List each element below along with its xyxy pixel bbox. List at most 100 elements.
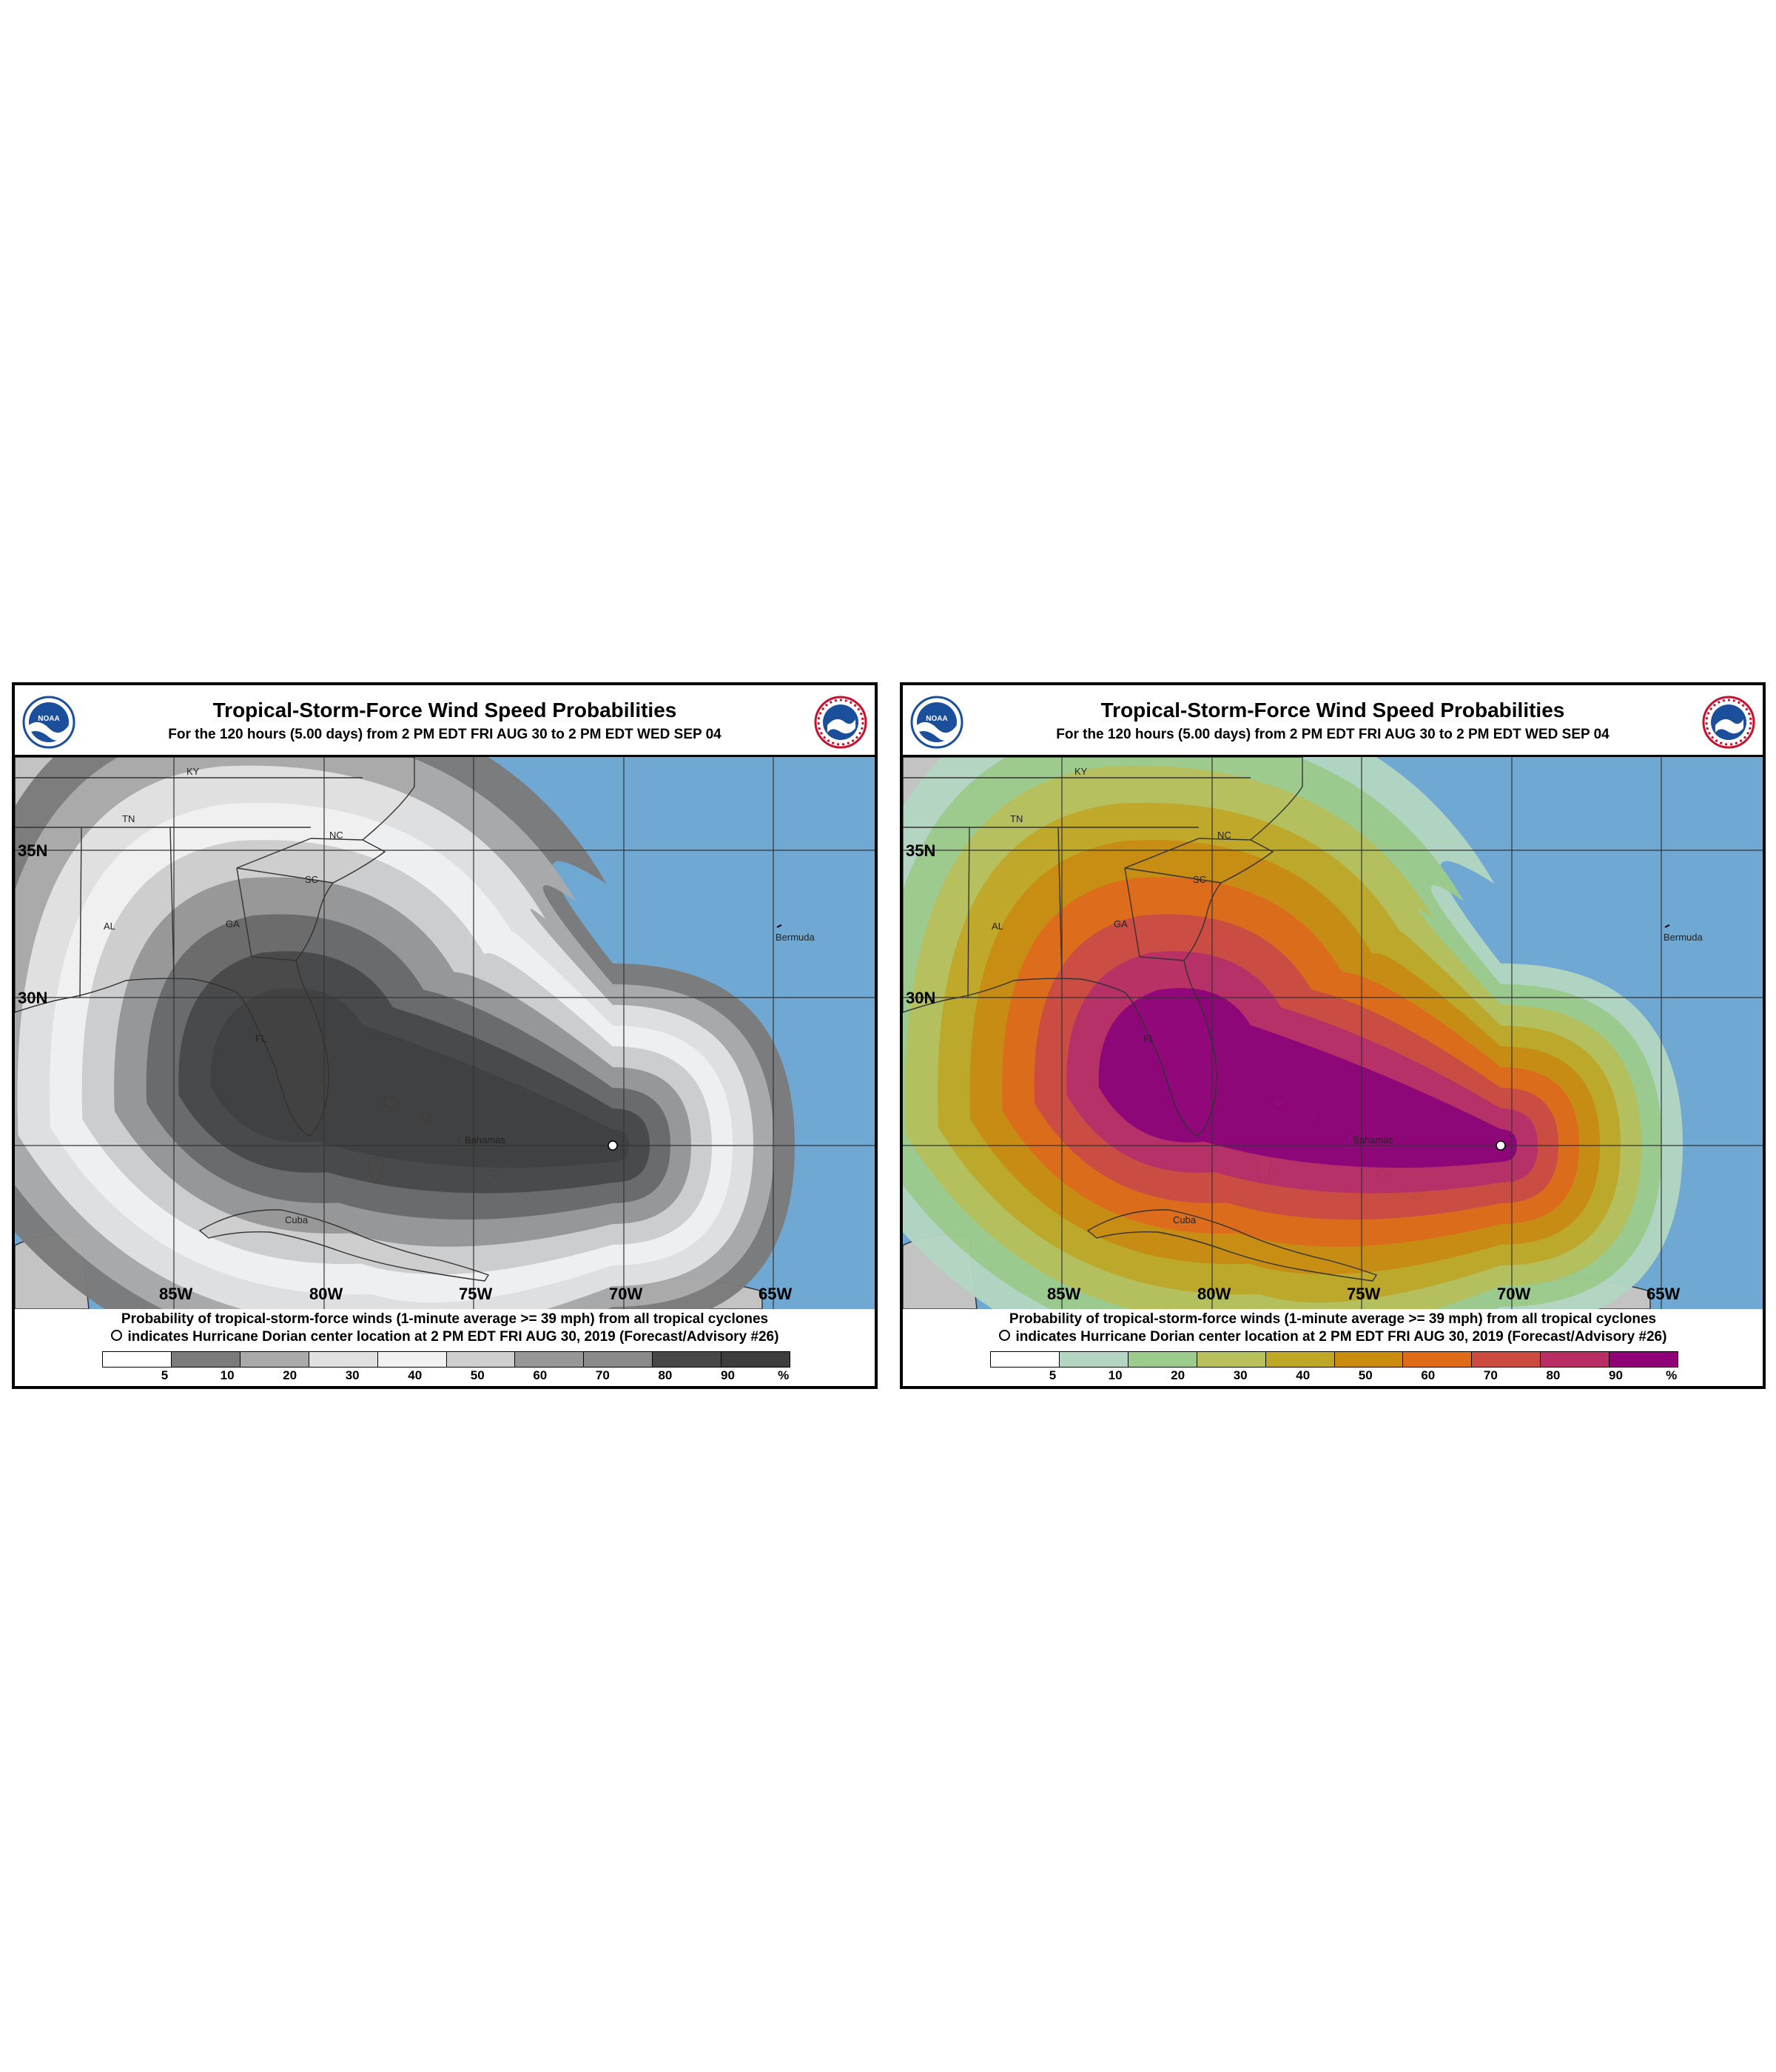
place-label-bahamas: Bahamas xyxy=(465,1134,505,1146)
wind-probability-map: 35N 30N 85W 80W 75W 70W 65W KY TN NC SC GA AL FL Baham… xyxy=(903,757,1763,1309)
legend-description: Probability of tropical-storm-force wind… xyxy=(1009,1311,1657,1327)
probability-map: 35N 30N 85W 80W 75W 70W 65W KY TN NC SC GA AL FL Baham… xyxy=(903,755,1763,1309)
color-scale-bin xyxy=(309,1352,378,1367)
place-label-tn: TN xyxy=(122,813,135,824)
probability-color-scale: 5 10 20 30 40 50 60 70 80 90% xyxy=(102,1351,790,1382)
longitude-label: 65W xyxy=(758,1285,792,1303)
state-borders xyxy=(15,757,490,1282)
map-subtitle: For the 120 hours (5.00 days) from 2 PM … xyxy=(1056,727,1610,742)
probability-contour-band xyxy=(1098,988,1517,1168)
color-scale-ticks: 5 10 20 30 40 50 60 70 80 90% xyxy=(102,1368,790,1382)
place-label-sc: SC xyxy=(305,874,318,885)
color-scale-bin xyxy=(1265,1352,1335,1367)
longitude-label: 80W xyxy=(309,1285,343,1303)
color-scale-tick-label: 10 xyxy=(1108,1368,1123,1382)
color-scale-tick-label: 60 xyxy=(533,1368,548,1382)
color-scale-tick-label: 10 xyxy=(220,1368,235,1382)
place-label-tn: TN xyxy=(1010,813,1023,824)
place-label-ga: GA xyxy=(226,918,240,929)
latitude-label: 35N xyxy=(18,841,47,860)
noaa-logo-icon: NOAA xyxy=(22,696,75,749)
color-scale-tick-label: 70 xyxy=(1483,1368,1498,1382)
longitude-label: 80W xyxy=(1197,1285,1231,1303)
place-label-bahamas: Bahamas xyxy=(1353,1134,1393,1146)
color-scale-bin xyxy=(584,1352,653,1367)
storm-center-marker xyxy=(608,1140,618,1151)
map-title: Tropical-Storm-Force Wind Speed Probabil… xyxy=(212,699,677,722)
longitude-label: 85W xyxy=(1047,1285,1080,1303)
svg-text:NOAA: NOAA xyxy=(38,715,59,723)
longitude-label: 75W xyxy=(1347,1285,1380,1303)
probability-map: 35N 30N 85W 80W 75W 70W 65W KY TN NC SC GA AL FL Baham… xyxy=(15,755,875,1309)
color-scale-bin xyxy=(1128,1352,1197,1367)
map-header: NOAA Tropical-Storm-Force Wind Speed Pro… xyxy=(15,685,875,755)
color-scale-unit-label: % xyxy=(1666,1368,1678,1382)
state-borders xyxy=(903,757,1378,1282)
latitude-label: 35N xyxy=(906,841,935,860)
color-scale-bin xyxy=(1059,1352,1128,1367)
color-scale-bin xyxy=(1334,1352,1404,1367)
map-legend: Probability of tropical-storm-force wind… xyxy=(15,1307,875,1386)
color-scale-tick-label: 80 xyxy=(658,1368,673,1382)
color-scale-tick-label: 40 xyxy=(408,1368,423,1382)
color-scale-bin xyxy=(653,1352,722,1367)
color-scale-bin xyxy=(722,1352,790,1367)
legend-description: Probability of tropical-storm-force wind… xyxy=(121,1311,769,1327)
color-scale-bin xyxy=(991,1352,1060,1367)
place-label-al: AL xyxy=(104,921,115,932)
storm-center-marker xyxy=(1496,1140,1506,1151)
legend-center-note: indicates Hurricane Dorian center locati… xyxy=(127,1329,779,1345)
color-scale-tick-label: 60 xyxy=(1421,1368,1436,1382)
place-label-sc: SC xyxy=(1193,874,1206,885)
longitude-label: 70W xyxy=(1497,1285,1530,1303)
color-scale-bar xyxy=(102,1351,790,1368)
probability-color-scale: 5 10 20 30 40 50 60 70 80 90% xyxy=(990,1351,1678,1382)
place-label-bermuda: Bermuda xyxy=(1664,932,1703,943)
color-scale-tick-label: 30 xyxy=(345,1368,360,1382)
bermuda-island xyxy=(1664,924,1670,928)
color-scale-bin xyxy=(1472,1352,1541,1367)
color-scale-tick-label: 90 xyxy=(1608,1368,1623,1382)
color-scale-tick-label: 50 xyxy=(1358,1368,1373,1382)
probability-map-panel-grayscale: NOAA Tropical-Storm-Force Wind Speed Pro… xyxy=(12,682,878,1389)
svg-text:NOAA: NOAA xyxy=(926,715,947,723)
legend-center-note: indicates Hurricane Dorian center locati… xyxy=(1015,1329,1667,1345)
place-label-ky: KY xyxy=(1074,766,1088,777)
color-scale-tick-label: 50 xyxy=(470,1368,485,1382)
color-scale-bin xyxy=(103,1352,172,1367)
place-label-nc: NC xyxy=(329,830,343,841)
color-scale-tick-label: 80 xyxy=(1546,1368,1561,1382)
probability-contours xyxy=(903,757,1683,1309)
map-header: NOAA Tropical-Storm-Force Wind Speed Pro… xyxy=(903,685,1763,755)
color-scale-bin xyxy=(515,1352,585,1367)
map-title: Tropical-Storm-Force Wind Speed Probabil… xyxy=(1100,699,1565,722)
storm-center-symbol-icon xyxy=(110,1330,122,1341)
probability-map-panel-color: NOAA Tropical-Storm-Force Wind Speed Pro… xyxy=(900,682,1766,1389)
color-scale-unit-label: % xyxy=(778,1368,790,1382)
nws-logo-icon xyxy=(1702,696,1755,749)
color-scale-bin xyxy=(171,1352,240,1367)
color-scale-bin xyxy=(1403,1352,1473,1367)
longitude-label: 65W xyxy=(1646,1285,1680,1303)
place-label-cuba: Cuba xyxy=(285,1214,309,1225)
color-scale-tick-label: 20 xyxy=(283,1368,297,1382)
place-label-fl: FL xyxy=(1143,1033,1154,1044)
place-label-nc: NC xyxy=(1217,830,1231,841)
color-scale-bin xyxy=(240,1352,309,1367)
longitude-label: 75W xyxy=(459,1285,492,1303)
color-scale-bin xyxy=(377,1352,447,1367)
place-label-cuba: Cuba xyxy=(1173,1214,1197,1225)
color-scale-tick-label: 40 xyxy=(1296,1368,1311,1382)
lat-lon-grid xyxy=(15,757,875,1309)
color-scale-bar xyxy=(990,1351,1678,1368)
color-scale-bin xyxy=(1197,1352,1266,1367)
place-label-al: AL xyxy=(992,921,1003,932)
latitude-label: 30N xyxy=(18,989,47,1007)
storm-center-symbol-icon xyxy=(998,1330,1010,1341)
longitude-label: 85W xyxy=(159,1285,192,1303)
color-scale-tick-label: 20 xyxy=(1171,1368,1185,1382)
map-subtitle: For the 120 hours (5.00 days) from 2 PM … xyxy=(168,727,722,742)
noaa-logo-icon: NOAA xyxy=(910,696,963,749)
color-scale-tick-label: 5 xyxy=(161,1368,169,1382)
probability-contours xyxy=(15,757,795,1309)
